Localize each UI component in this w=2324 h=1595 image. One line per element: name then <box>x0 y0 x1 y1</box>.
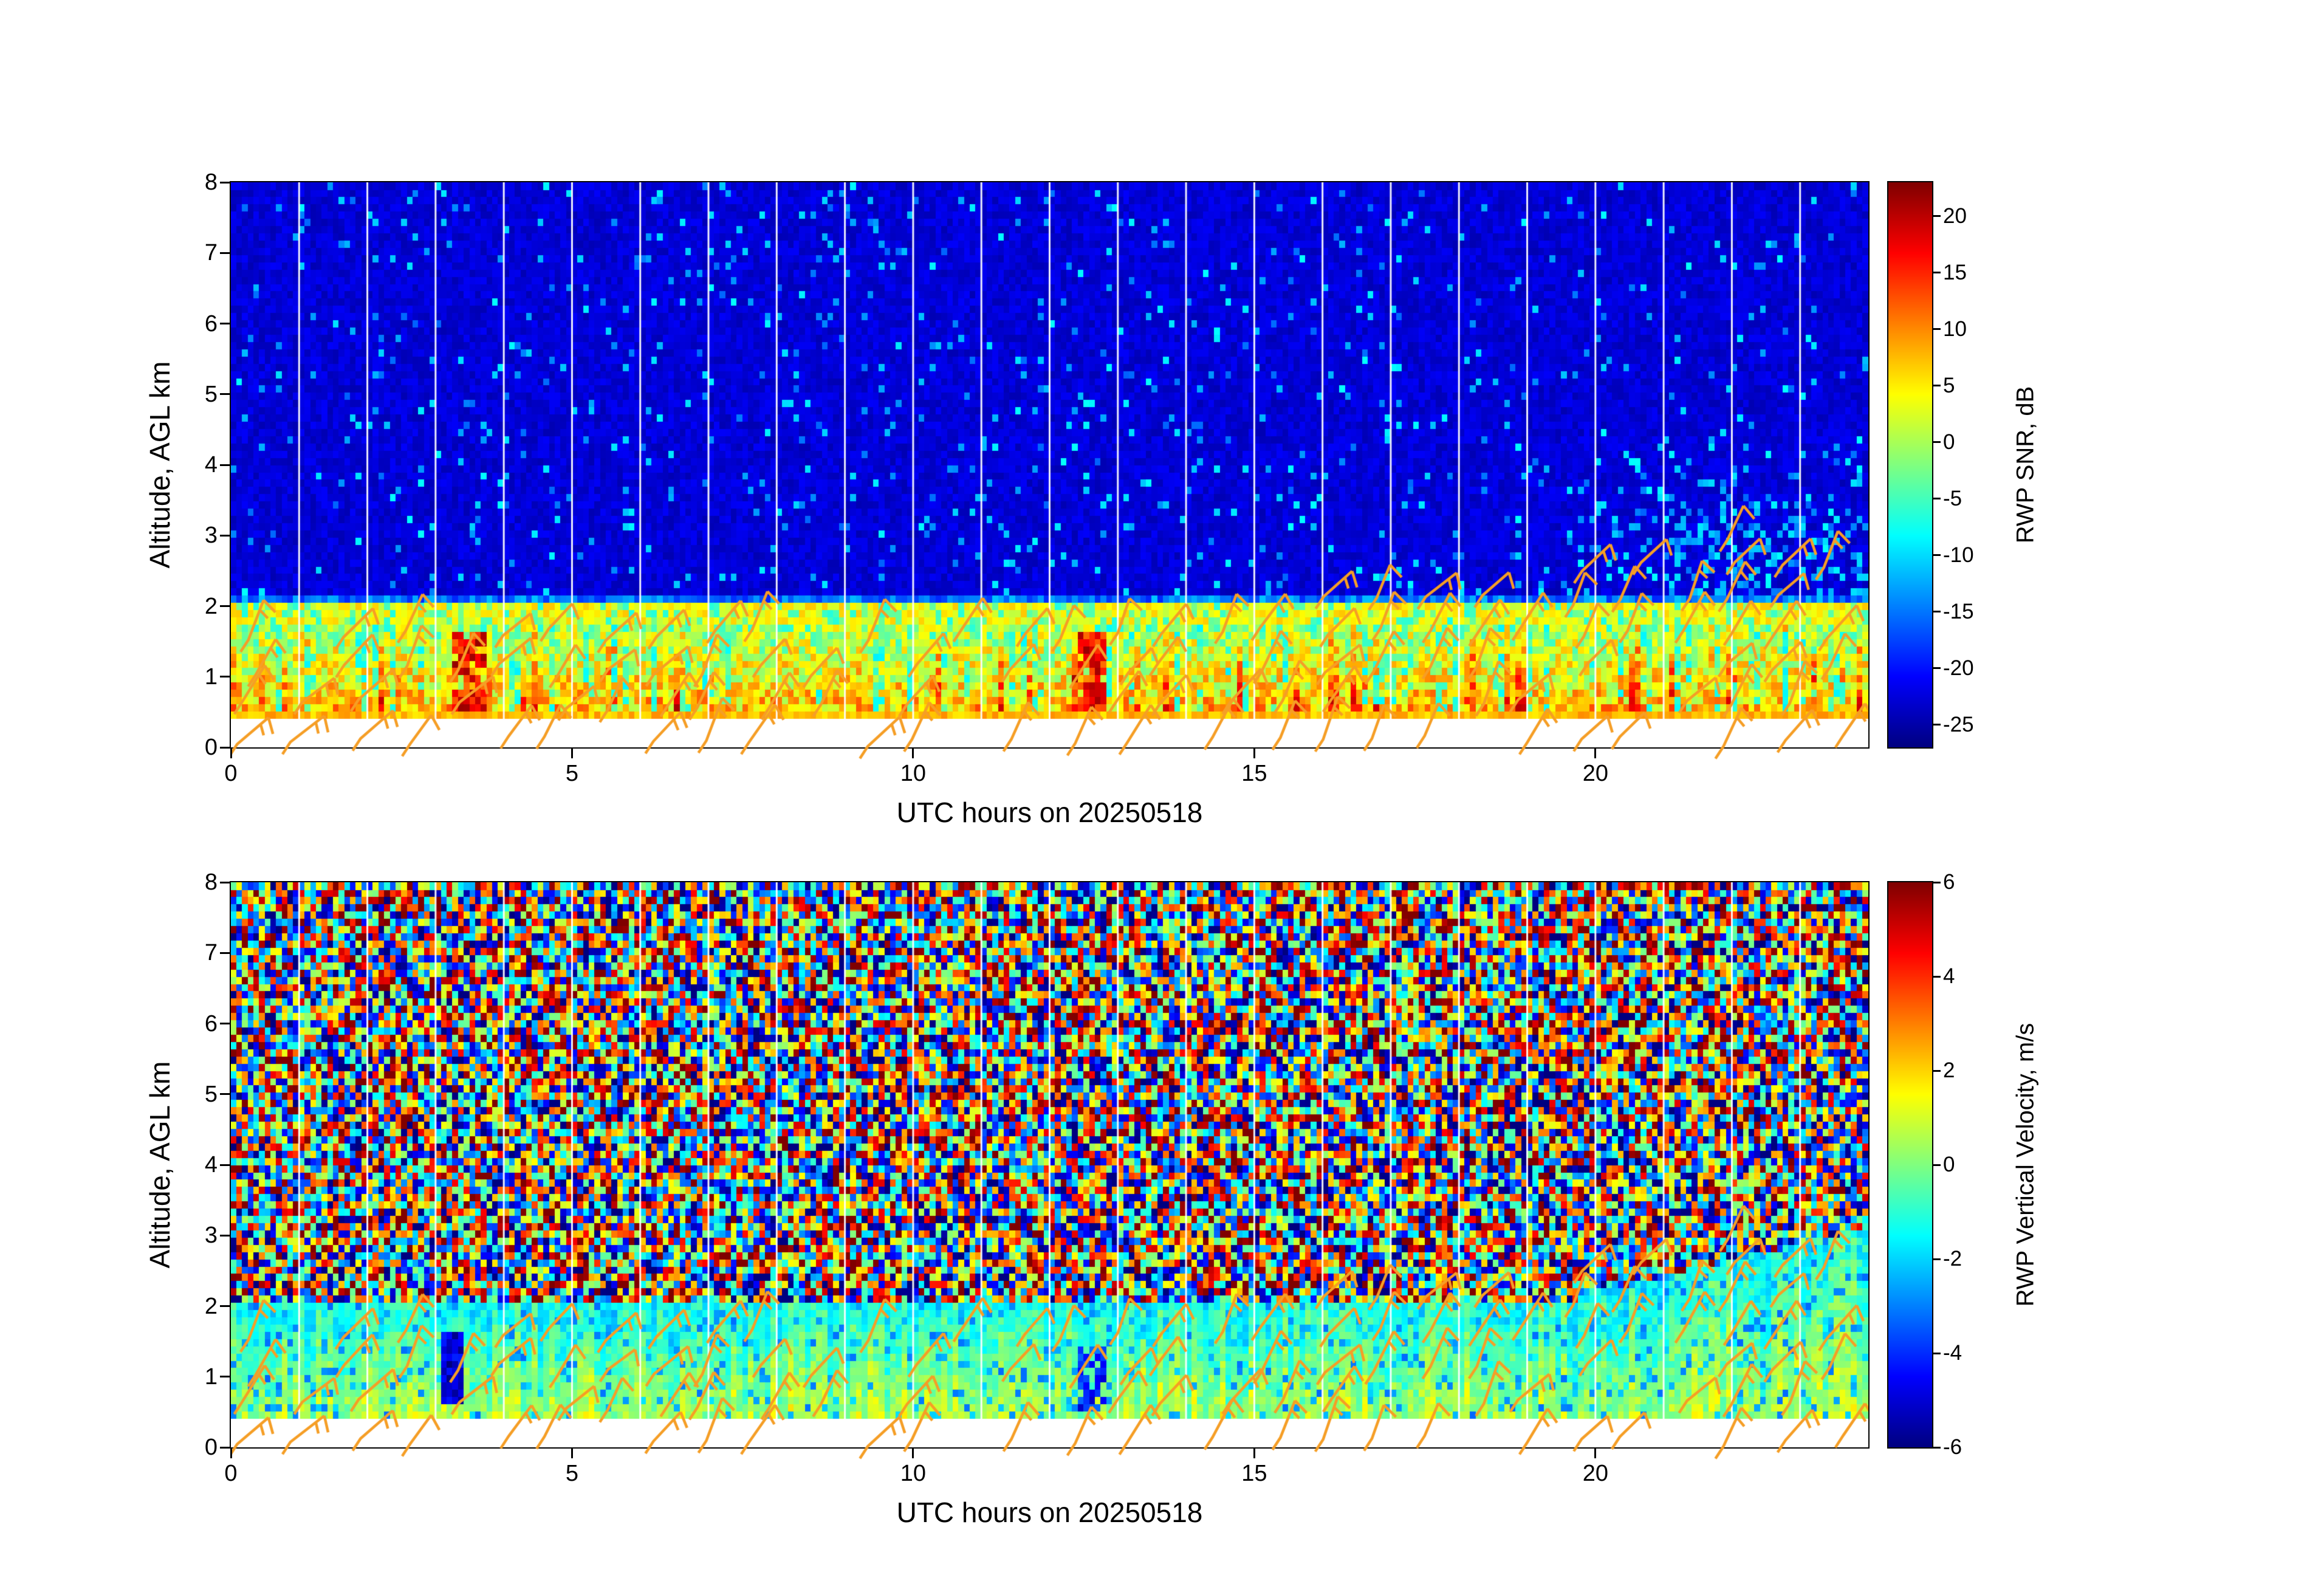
y-tick-mark <box>220 181 230 184</box>
y-tick-label: 7 <box>204 940 218 966</box>
y-tick-mark <box>220 676 230 678</box>
colorbar-tick-label: -2 <box>1943 1247 1962 1271</box>
y-tick-label: 8 <box>204 870 218 895</box>
y-tick-label: 7 <box>204 240 218 266</box>
colorbar-tick-mark <box>1932 667 1941 670</box>
y-tick-label: 5 <box>204 381 218 407</box>
y-tick-label: 1 <box>204 1363 218 1390</box>
y-tick-label: 6 <box>204 310 218 337</box>
x-tick-mark <box>912 1449 914 1458</box>
velocity-x-axis-label: UTC hours on 20250518 <box>896 1497 1203 1528</box>
x-tick-mark <box>1594 1449 1597 1458</box>
y-tick-label: 2 <box>204 593 218 619</box>
colorbar-tick-label: 0 <box>1943 1153 1955 1176</box>
y-tick-mark <box>220 1164 230 1166</box>
x-tick-mark <box>1253 749 1255 758</box>
colorbar-tick-mark <box>1932 272 1941 274</box>
y-tick-mark <box>220 393 230 396</box>
x-tick-label: 0 <box>224 761 238 786</box>
y-tick-label: 4 <box>204 1152 218 1178</box>
x-tick-label: 15 <box>1241 761 1267 786</box>
velocity-panel: Altitude, AGL km UTC hours on 20250518 R… <box>0 700 2324 1538</box>
colorbar-tick-mark <box>1932 1069 1941 1072</box>
x-tick-label: 15 <box>1241 1461 1267 1486</box>
colorbar-tick-mark <box>1932 441 1941 444</box>
snr-heatmap-canvas <box>231 182 1868 747</box>
y-tick-mark <box>220 605 230 607</box>
y-tick-label: 0 <box>204 1435 218 1460</box>
y-tick-mark <box>220 1376 230 1378</box>
x-tick-label: 5 <box>565 761 579 786</box>
colorbar-tick-label: 5 <box>1943 373 1955 397</box>
snr-colorbar-canvas <box>1888 182 1932 747</box>
velocity-heatmap-canvas <box>231 882 1868 1447</box>
colorbar-tick-mark <box>1932 385 1941 387</box>
x-tick-label: 0 <box>224 1461 238 1486</box>
x-tick-mark <box>230 749 232 758</box>
x-tick-mark <box>571 1449 573 1458</box>
colorbar-tick-mark <box>1932 881 1941 883</box>
x-tick-mark <box>230 1449 232 1458</box>
y-tick-mark <box>220 1446 230 1449</box>
colorbar-tick-label: -15 <box>1943 599 1974 623</box>
y-tick-label: 3 <box>204 523 218 549</box>
colorbar-tick-mark <box>1932 554 1941 557</box>
colorbar-tick-label: -4 <box>1943 1341 1962 1365</box>
colorbar-tick-label: 6 <box>1943 870 1955 894</box>
y-tick-label: 3 <box>204 1223 218 1249</box>
y-tick-mark <box>220 1305 230 1307</box>
colorbar-tick-mark <box>1932 1258 1941 1260</box>
x-tick-label: 20 <box>1582 1461 1608 1486</box>
colorbar-tick-mark <box>1932 611 1941 613</box>
x-tick-label: 5 <box>565 1461 579 1486</box>
y-tick-mark <box>220 881 230 883</box>
x-tick-mark <box>912 749 914 758</box>
x-tick-mark <box>571 749 573 758</box>
y-tick-mark <box>220 464 230 466</box>
colorbar-tick-label: -10 <box>1943 543 1974 567</box>
colorbar-tick-label: -25 <box>1943 712 1974 736</box>
colorbar-tick-mark <box>1932 215 1941 218</box>
y-tick-label: 0 <box>204 735 218 760</box>
colorbar-tick-label: 20 <box>1943 204 1967 228</box>
y-tick-label: 5 <box>204 1081 218 1107</box>
colorbar-tick-mark <box>1932 724 1941 726</box>
y-tick-mark <box>220 1234 230 1237</box>
x-tick-label: 20 <box>1582 761 1608 786</box>
colorbar-tick-label: 10 <box>1943 317 1967 341</box>
colorbar-tick-mark <box>1932 328 1941 331</box>
colorbar-tick-mark <box>1932 1164 1941 1166</box>
x-tick-mark <box>1253 1449 1255 1458</box>
y-tick-label: 4 <box>204 452 218 478</box>
y-tick-mark <box>220 746 230 749</box>
y-tick-mark <box>220 534 230 537</box>
y-tick-label: 1 <box>204 664 218 690</box>
y-tick-label: 2 <box>204 1293 218 1319</box>
y-tick-label: 8 <box>204 170 218 195</box>
y-tick-mark <box>220 1023 230 1024</box>
x-tick-mark <box>1594 749 1597 758</box>
colorbar-tick-label: 4 <box>1943 964 1955 988</box>
colorbar-tick-label: -20 <box>1943 656 1974 680</box>
y-tick-mark <box>220 252 230 254</box>
colorbar-tick-mark <box>1932 498 1941 500</box>
y-tick-mark <box>220 1093 230 1096</box>
velocity-colorbar-canvas <box>1888 882 1932 1447</box>
y-tick-mark <box>220 323 230 324</box>
colorbar-tick-mark <box>1932 1352 1941 1354</box>
x-tick-label: 10 <box>900 761 927 786</box>
snr-x-axis-label: UTC hours on 20250518 <box>896 797 1203 828</box>
colorbar-tick-label: -6 <box>1943 1435 1962 1459</box>
y-tick-label: 6 <box>204 1010 218 1037</box>
colorbar-tick-label: 15 <box>1943 260 1967 284</box>
colorbar-tick-label: -5 <box>1943 486 1962 510</box>
colorbar-tick-label: 0 <box>1943 430 1955 454</box>
colorbar-tick-label: 2 <box>1943 1058 1955 1082</box>
colorbar-tick-mark <box>1932 1446 1941 1449</box>
colorbar-tick-mark <box>1932 975 1941 978</box>
snr-colorbar-label: RWP SNR, dB <box>2012 386 2039 544</box>
x-tick-label: 10 <box>900 1461 927 1486</box>
y-tick-mark <box>220 952 230 954</box>
